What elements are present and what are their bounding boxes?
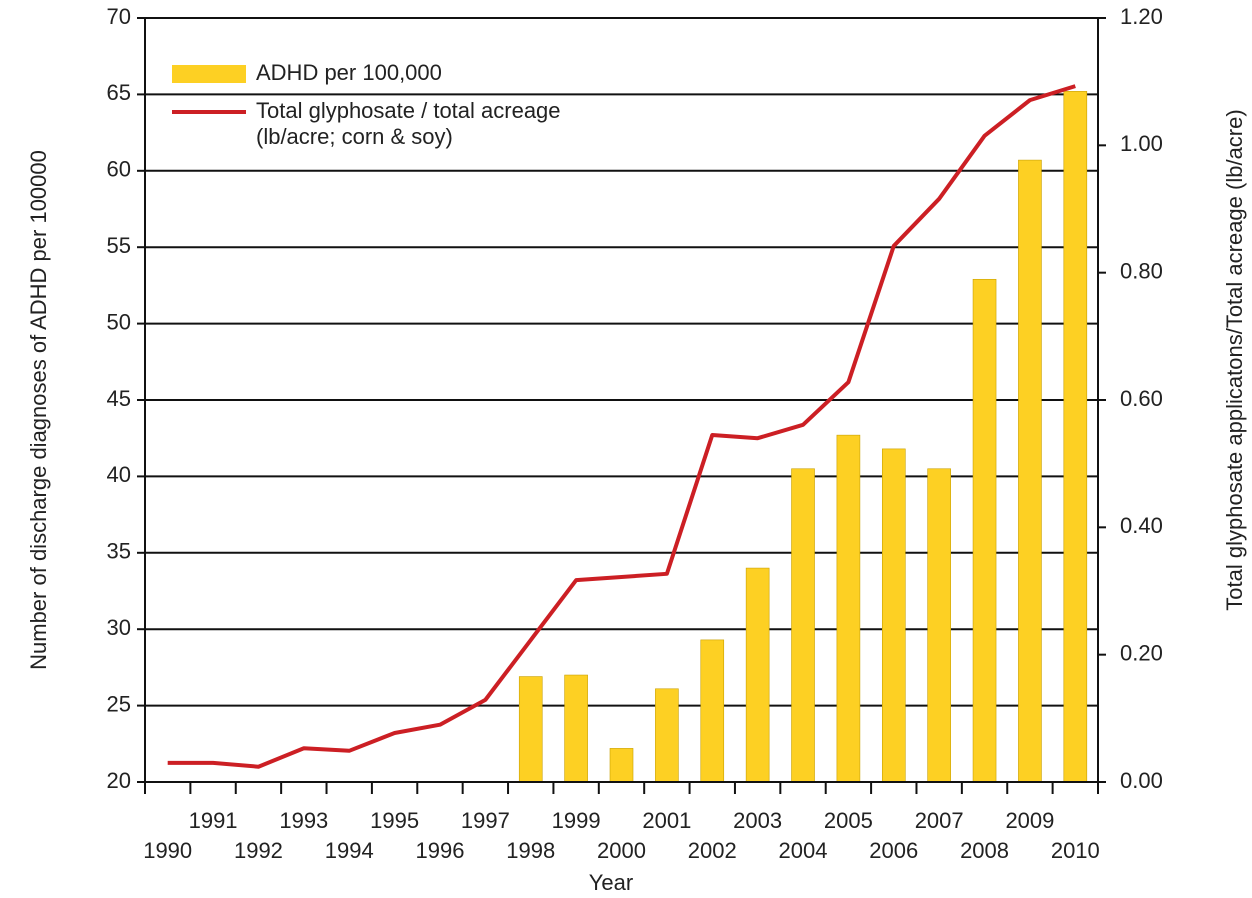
bar bbox=[518, 676, 543, 783]
legend-entry: Total glyphosate / total acreage (lb/acr… bbox=[256, 98, 561, 149]
bar bbox=[791, 468, 815, 783]
y-tick-label: 65 bbox=[107, 80, 131, 105]
y-tick-label: 40 bbox=[107, 462, 131, 487]
x-tick-label: 1991 bbox=[189, 808, 238, 833]
x-tick-label: 1998 bbox=[506, 838, 555, 863]
x-axis-label: Year bbox=[589, 870, 633, 895]
x-tick-label: 1997 bbox=[461, 808, 510, 833]
x-tick-label: 2007 bbox=[915, 808, 964, 833]
x-tick-label: 2009 bbox=[1005, 808, 1054, 833]
y2-axis-label: Total glyphosate applicatons/Total acrea… bbox=[1222, 109, 1247, 610]
x-tick-label: 2010 bbox=[1051, 838, 1100, 863]
x-tick-label: 1994 bbox=[325, 838, 374, 863]
y2-tick-label: 0.40 bbox=[1120, 513, 1163, 538]
legend-label: Total glyphosate / total acreage (lb/acr… bbox=[256, 98, 561, 149]
x-tick-label: 2008 bbox=[960, 838, 1009, 863]
bar bbox=[745, 567, 770, 783]
y-tick-label: 55 bbox=[107, 233, 131, 258]
x-tick-label: 1990 bbox=[143, 838, 192, 863]
x-tick-label: 1995 bbox=[370, 808, 419, 833]
y-tick-label: 60 bbox=[107, 157, 131, 182]
x-tick-label: 2001 bbox=[642, 808, 691, 833]
y-tick-label: 25 bbox=[107, 691, 131, 716]
bar bbox=[655, 688, 679, 783]
y-tick-label: 45 bbox=[107, 386, 131, 411]
bar bbox=[1063, 91, 1088, 783]
bar bbox=[564, 674, 588, 783]
bar bbox=[881, 448, 906, 783]
bar bbox=[927, 468, 951, 783]
bar bbox=[1018, 159, 1042, 783]
y-axis-label: Number of discharge diagnoses of ADHD pe… bbox=[26, 150, 51, 670]
bar bbox=[836, 434, 861, 783]
legend-swatch bbox=[172, 65, 246, 83]
y2-tick-label: 1.20 bbox=[1120, 4, 1163, 29]
legend-label: ADHD per 100,000 bbox=[256, 60, 442, 85]
x-tick-label: 2004 bbox=[779, 838, 828, 863]
y2-tick-label: 0.00 bbox=[1120, 768, 1163, 793]
y-tick-label: 50 bbox=[107, 309, 131, 334]
y2-tick-label: 0.80 bbox=[1120, 258, 1163, 283]
x-tick-label: 2006 bbox=[869, 838, 918, 863]
x-tick-label: 2000 bbox=[597, 838, 646, 863]
bar bbox=[609, 748, 634, 783]
y2-tick-label: 0.20 bbox=[1120, 640, 1163, 665]
bar bbox=[972, 278, 997, 783]
legend-entry: ADHD per 100,000 bbox=[256, 60, 442, 85]
y-tick-label: 70 bbox=[107, 4, 131, 29]
y2-tick-label: 1.00 bbox=[1120, 131, 1163, 156]
y-tick-label: 30 bbox=[107, 615, 131, 640]
x-tick-label: 2003 bbox=[733, 808, 782, 833]
x-tick-label: 2005 bbox=[824, 808, 873, 833]
x-tick-label: 1992 bbox=[234, 838, 283, 863]
y2-tick-label: 0.60 bbox=[1120, 386, 1163, 411]
y-tick-label: 20 bbox=[107, 768, 131, 793]
y-tick-label: 35 bbox=[107, 539, 131, 564]
line bbox=[167, 84, 1076, 769]
x-tick-label: 1999 bbox=[552, 808, 601, 833]
bar bbox=[700, 639, 725, 783]
x-tick-label: 1996 bbox=[415, 838, 464, 863]
x-tick-label: 2002 bbox=[688, 838, 737, 863]
x-tick-label: 1993 bbox=[279, 808, 328, 833]
